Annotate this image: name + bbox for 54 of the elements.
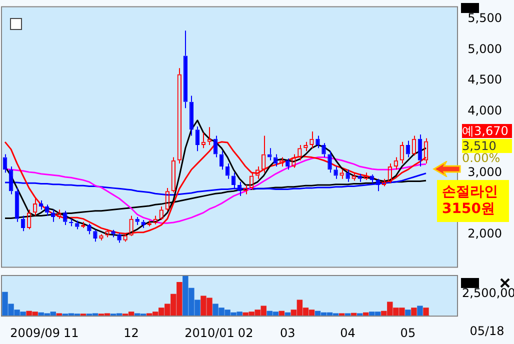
bar	[411, 308, 417, 316]
candlestick	[286, 158, 290, 170]
x-tick-label: 02	[238, 326, 254, 340]
text: 예3,670	[462, 124, 512, 138]
bar	[56, 313, 62, 316]
y-tick-label: 4,000	[468, 103, 502, 118]
x-tick-label: 12	[124, 326, 139, 340]
bar	[423, 308, 429, 316]
candlestick	[51, 209, 56, 222]
candlestick	[75, 220, 80, 230]
bar	[417, 306, 423, 316]
bar	[338, 313, 345, 316]
y-tick-label: 2,000	[468, 226, 502, 240]
candlestick	[328, 150, 332, 174]
candlestick	[183, 30, 188, 109]
bar	[356, 313, 363, 316]
candlestick	[135, 216, 140, 226]
text: 손절라인 3150원	[437, 180, 509, 222]
candlestick	[219, 150, 224, 170]
candlestick	[87, 223, 92, 235]
candlestick	[117, 232, 122, 244]
x-tick-label: 2009/09	[10, 326, 60, 340]
x-tick-label: 05	[400, 326, 416, 340]
y-tick-label: 5,500	[468, 11, 502, 26]
x-tick-label: 03	[280, 326, 296, 340]
candlestick	[418, 134, 422, 168]
candlestick	[141, 220, 146, 229]
candlestick	[322, 142, 326, 158]
candlestick	[316, 135, 320, 149]
candlestick	[14, 188, 20, 222]
candlestick	[225, 162, 230, 180]
bar	[278, 310, 285, 316]
candlestick	[111, 229, 116, 238]
text: 3,510	[462, 139, 512, 153]
bar	[284, 312, 291, 316]
text: 0.00%	[462, 151, 502, 165]
candlestick	[63, 210, 68, 226]
candlestick	[334, 166, 338, 180]
bar	[344, 313, 351, 316]
y-tick-label: 4,500	[468, 72, 502, 87]
y-tick-label: 3,000	[468, 164, 502, 179]
candlestick	[189, 95, 194, 136]
candlestick	[358, 173, 362, 182]
y-tick-label: 5,000	[468, 42, 502, 56]
x-tick-label: 11	[64, 326, 79, 340]
bar	[362, 312, 369, 316]
text: 05/18	[468, 324, 506, 338]
candlestick	[195, 126, 200, 152]
bar	[405, 310, 411, 316]
x-tick-label: 04	[340, 326, 356, 340]
candlestick	[346, 169, 350, 182]
candlestick	[268, 148, 272, 161]
candlestick	[93, 229, 98, 242]
x-tick-label: 2010/01	[184, 326, 234, 340]
